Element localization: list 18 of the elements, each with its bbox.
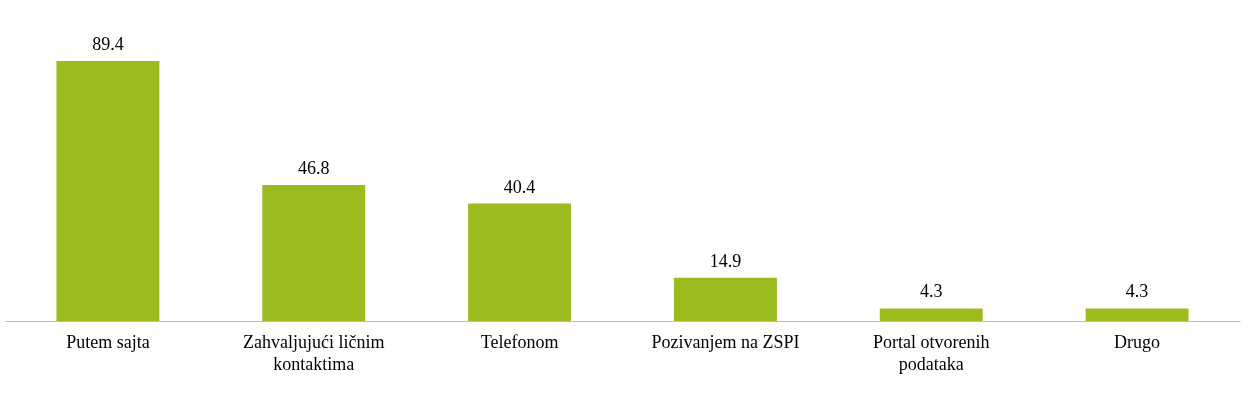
bar <box>262 184 366 321</box>
data-label: 14.9 <box>709 250 742 271</box>
x-tick-label: Pozivanjem na ZSPI <box>651 331 800 352</box>
data-label: 89.4 <box>92 34 124 54</box>
bar <box>468 203 572 321</box>
x-tick-label: Drugo <box>1114 331 1161 352</box>
bar <box>879 308 983 321</box>
bar <box>56 61 160 321</box>
bar <box>1085 308 1189 321</box>
data-label: 46.8 <box>298 157 330 178</box>
x-tick-label: Putem sajta <box>66 331 150 352</box>
x-tick-label: Zahvaljujući ličnim kontaktima <box>243 331 385 374</box>
data-label: 4.3 <box>1125 281 1149 302</box>
data-label: 40.4 <box>503 176 536 197</box>
bar <box>673 277 777 321</box>
data-label: 4.3 <box>920 281 943 302</box>
x-tick-label: Telefonom <box>480 331 559 352</box>
x-tick-label: Portal otvorenih podataka <box>873 331 990 374</box>
